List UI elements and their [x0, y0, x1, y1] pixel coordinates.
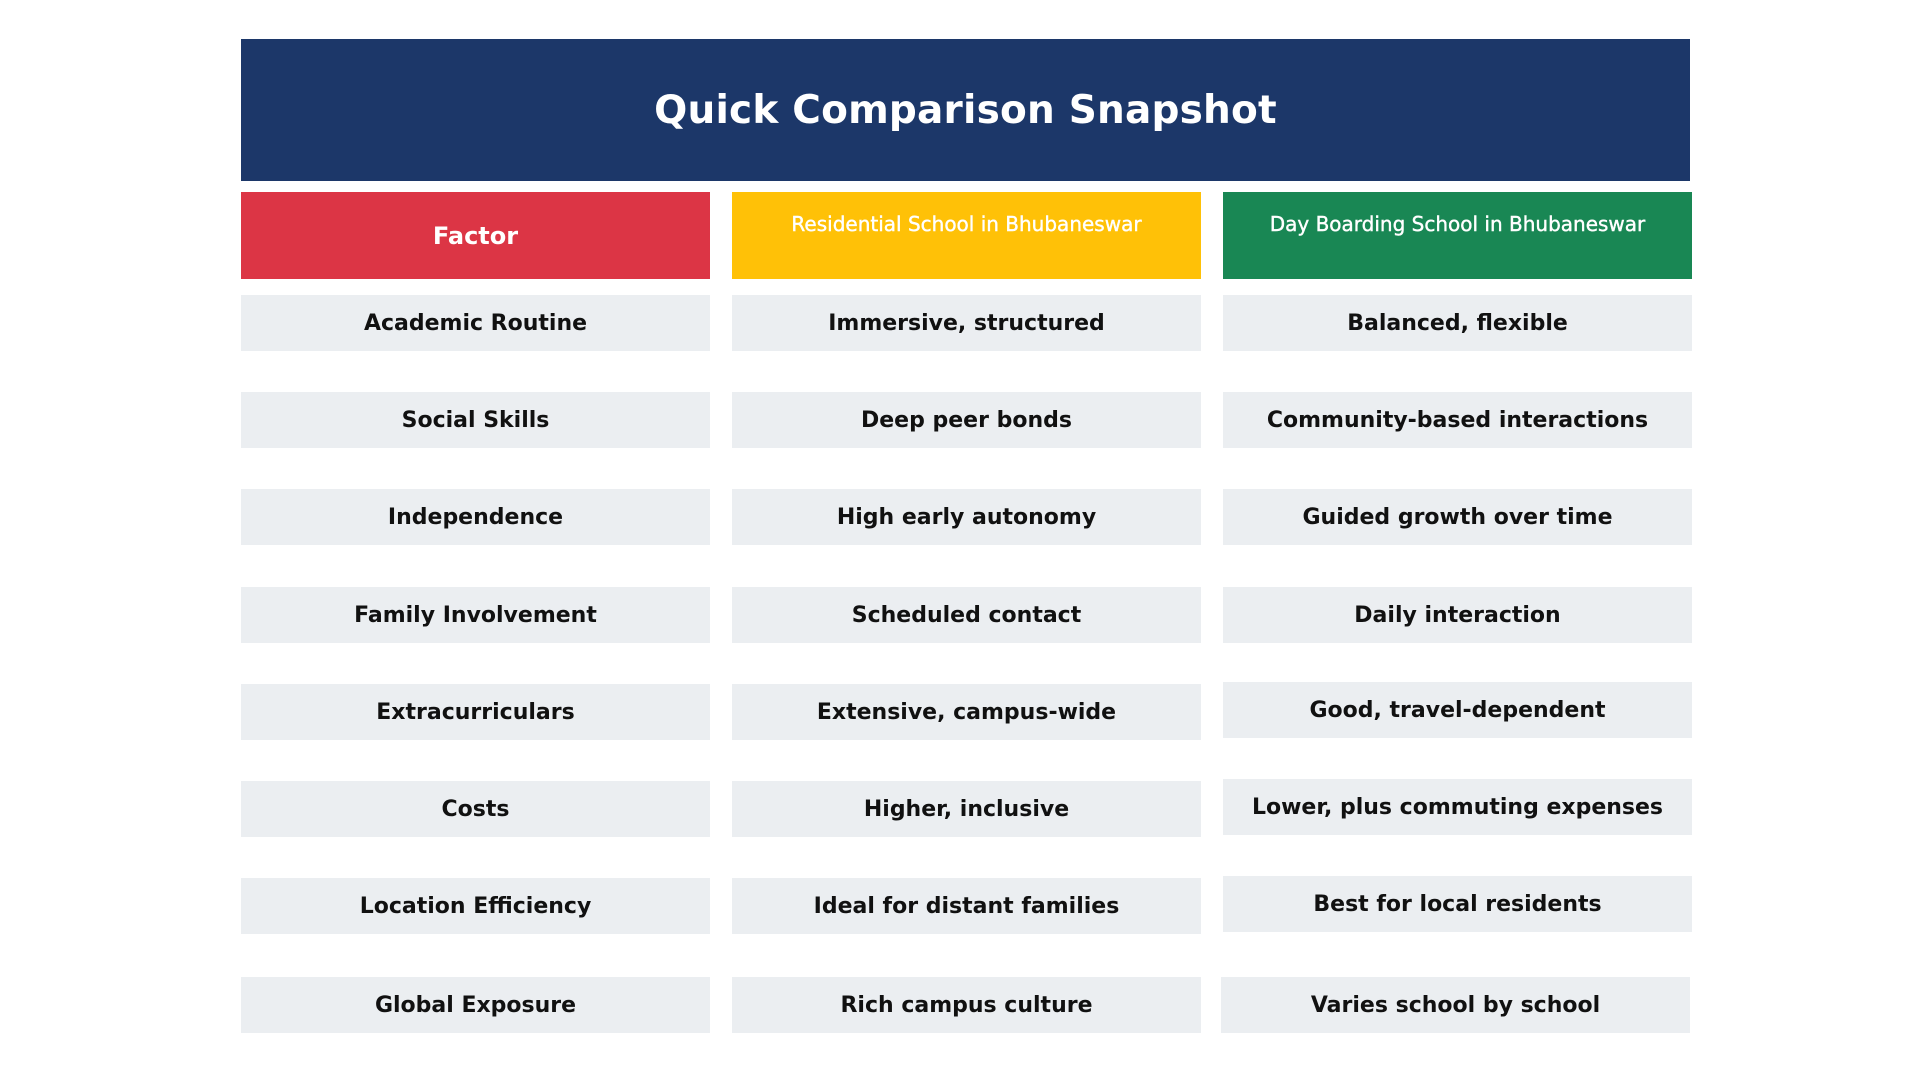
- cell-day-boarding: Lower, plus commuting expenses: [1223, 779, 1692, 835]
- cell-factor: Academic Routine: [241, 295, 710, 351]
- cell-residential: Deep peer bonds: [732, 392, 1201, 448]
- cell-residential: Higher, inclusive: [732, 781, 1201, 837]
- cell-factor: Costs: [241, 781, 710, 837]
- cell-factor: Global Exposure: [241, 977, 710, 1033]
- cell-factor: Extracurriculars: [241, 684, 710, 740]
- cell-day-boarding: Guided growth over time: [1223, 489, 1692, 545]
- cell-residential: High early autonomy: [732, 489, 1201, 545]
- cell-day-boarding: Balanced, flexible: [1223, 295, 1692, 351]
- cell-residential: Immersive, structured: [732, 295, 1201, 351]
- header-factor: Factor: [241, 192, 710, 279]
- cell-day-boarding: Daily interaction: [1223, 587, 1692, 643]
- cell-residential: Extensive, campus-wide: [732, 684, 1201, 740]
- cell-residential: Scheduled contact: [732, 587, 1201, 643]
- cell-day-boarding: Good, travel-dependent: [1223, 682, 1692, 738]
- cell-day-boarding: Varies school by school: [1221, 977, 1690, 1033]
- header-residential: Residential School in Bhubaneswar: [732, 192, 1201, 279]
- cell-factor: Independence: [241, 489, 710, 545]
- cell-factor: Social Skills: [241, 392, 710, 448]
- page-title: Quick Comparison Snapshot: [654, 87, 1277, 133]
- cell-factor: Location Efficiency: [241, 878, 710, 934]
- title-banner: Quick Comparison Snapshot: [241, 39, 1690, 181]
- cell-day-boarding: Community-based interactions: [1223, 392, 1692, 448]
- cell-residential: Rich campus culture: [732, 977, 1201, 1033]
- cell-factor: Family Involvement: [241, 587, 710, 643]
- cell-day-boarding: Best for local residents: [1223, 876, 1692, 932]
- cell-residential: Ideal for distant families: [732, 878, 1201, 934]
- header-day-boarding: Day Boarding School in Bhubaneswar: [1223, 192, 1692, 279]
